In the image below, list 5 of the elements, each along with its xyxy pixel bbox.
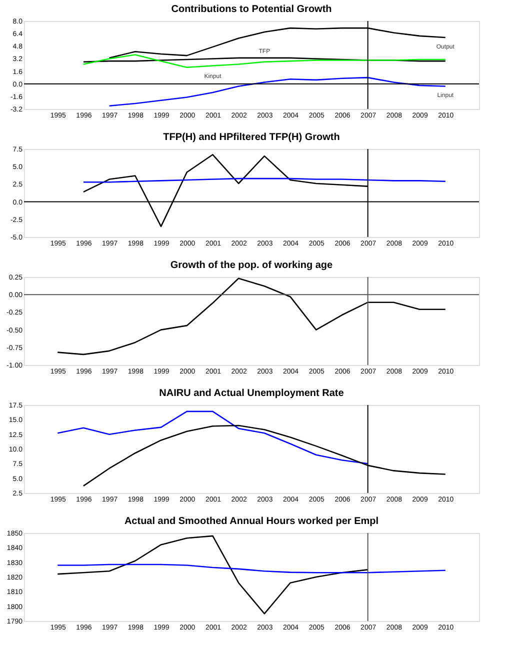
chart-title: TFP(H) and HPfiltered TFP(H) Growth (163, 132, 340, 143)
chart-title: NAIRU and Actual Unemployment Rate (159, 388, 344, 399)
chart-title: Growth of the pop. of working age (170, 260, 334, 271)
chart-title: Actual and Smoothed Annual Hours worked per Empl (124, 516, 379, 527)
chart-title: Contributions to Potential Growth (171, 4, 332, 15)
